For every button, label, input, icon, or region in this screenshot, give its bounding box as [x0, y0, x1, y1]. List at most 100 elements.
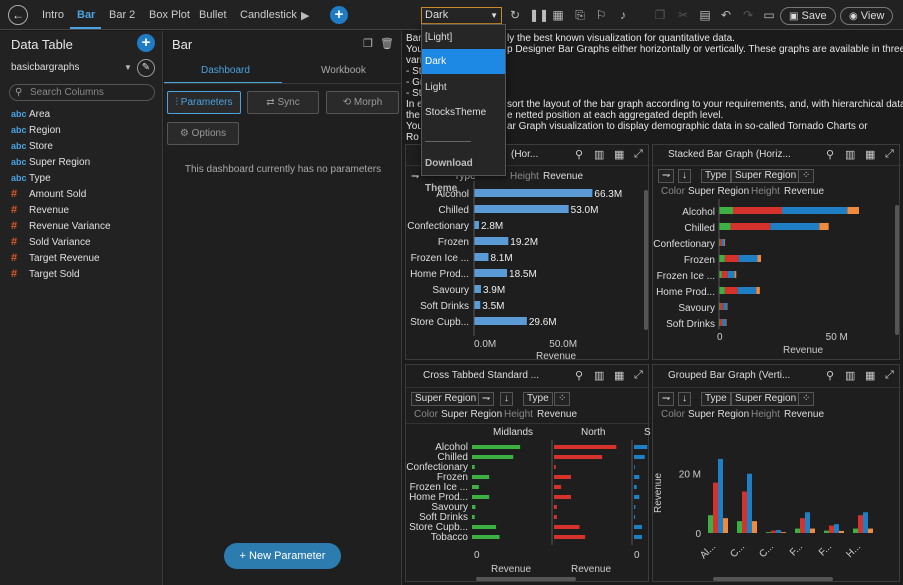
book-icon[interactable]: ▥	[594, 149, 605, 161]
scrollbar[interactable]	[476, 577, 576, 581]
scrollbar[interactable]	[895, 205, 899, 335]
column-item[interactable]: abc Area	[11, 107, 50, 121]
theme-option-stockstheme[interactable]: StocksTheme	[425, 107, 487, 118]
category-label: C...	[757, 541, 776, 560]
sort-desc-icon[interactable]: ↓	[678, 169, 691, 183]
tabs-scroll-right-icon[interactable]: ▶	[301, 10, 310, 22]
color-value[interactable]: Super Region	[441, 409, 503, 420]
add-dashboard-icon[interactable]: +	[330, 6, 348, 24]
bar	[752, 521, 757, 533]
redo-icon[interactable]: ↷	[742, 8, 754, 22]
table-icon[interactable]: ▦	[614, 370, 625, 382]
tab-bar[interactable]: Bar	[77, 9, 96, 21]
table-icon[interactable]: ▦	[865, 370, 876, 382]
bar-segment	[719, 303, 721, 310]
super-region-chip[interactable]: Super Region	[411, 392, 481, 406]
edit-icon[interactable]: ✎	[137, 59, 155, 77]
column-item[interactable]: # Revenue	[11, 203, 69, 217]
search-icon[interactable]: ⚲	[575, 149, 584, 161]
theme-option-dark[interactable]: Dark	[422, 49, 505, 74]
expand-icon[interactable]: ⤢	[885, 148, 894, 160]
column-item[interactable]: # Amount Sold	[11, 187, 86, 201]
bell-icon[interactable]: ♪	[620, 8, 626, 22]
height-value[interactable]: Revenue	[784, 186, 825, 197]
column-item[interactable]: abc Type	[11, 171, 51, 185]
height-value[interactable]: Revenue	[543, 171, 584, 182]
scrollbar[interactable]	[644, 190, 648, 330]
copy-icon[interactable]: ❐	[654, 8, 666, 22]
trash-icon[interactable]: 🗑	[380, 38, 394, 50]
scatter-icon[interactable]: ⁘	[554, 392, 571, 406]
expand-icon[interactable]: ⤢	[634, 148, 643, 160]
sort-icon[interactable]: ⇁	[411, 171, 420, 182]
expand-icon[interactable]: ⤢	[885, 369, 894, 381]
theme-option-light[interactable]: Light	[425, 82, 447, 93]
dataset-select[interactable]: basicbargraphs	[11, 62, 80, 73]
copy-icon[interactable]: ❐	[363, 38, 373, 50]
scrollbar[interactable]	[713, 577, 833, 581]
sort-desc-icon[interactable]: ↓	[678, 392, 691, 406]
column-item[interactable]: # Target Sold	[11, 267, 80, 281]
tab-workbook[interactable]: Workbook	[321, 65, 366, 76]
undo-icon[interactable]: ↶	[720, 8, 732, 22]
parameters-button[interactable]: ⫶ Parameters	[167, 91, 241, 114]
book-icon[interactable]: ▥	[845, 149, 856, 161]
column-item[interactable]: abc Super Region	[11, 155, 90, 169]
theme-select[interactable]: Dark ▼	[421, 7, 502, 24]
expand-icon[interactable]: ⤢	[634, 369, 643, 381]
back-arrow-icon[interactable]: ←	[8, 5, 28, 25]
search-input[interactable]: ⚲ Search Columns	[9, 84, 155, 101]
sort-icon[interactable]: ⇁	[658, 169, 675, 183]
comment-icon[interactable]: ▭	[763, 8, 775, 22]
cut-icon[interactable]: ✂	[677, 8, 689, 22]
table-icon[interactable]: ▦	[865, 149, 876, 161]
view-button[interactable]: ◉ View	[840, 7, 894, 25]
column-item[interactable]: # Target Revenue	[11, 251, 100, 265]
column-item[interactable]: abc Region	[11, 123, 61, 137]
bar	[474, 317, 527, 325]
column-item[interactable]: # Sold Variance	[11, 235, 91, 249]
column-item[interactable]: abc Store	[11, 139, 53, 153]
search-icon[interactable]: ⚲	[826, 370, 835, 382]
download-theme-option[interactable]: Download Theme	[425, 158, 473, 194]
tab-bullet[interactable]: Bullet	[199, 9, 227, 21]
pause-icon[interactable]: ❚❚	[529, 8, 550, 22]
type-value[interactable]: Super Region	[731, 392, 801, 406]
paste-icon[interactable]: ▤	[699, 8, 711, 22]
tab-candlestick[interactable]: Candlestick	[240, 9, 297, 21]
tab-intro[interactable]: Intro	[42, 9, 65, 21]
column-item[interactable]: # Revenue Variance	[11, 219, 111, 233]
height-value[interactable]: Revenue	[784, 409, 825, 420]
sync-button[interactable]: ⇄ Sync	[247, 91, 319, 114]
sort-desc-icon[interactable]: ↓	[500, 392, 513, 406]
export-icon[interactable]: ⎘	[575, 8, 585, 22]
scatter-icon[interactable]: ⁘	[798, 392, 815, 406]
sort-icon[interactable]: ⇁	[478, 392, 495, 406]
theme-option-light-bracket[interactable]: [Light]	[425, 32, 453, 43]
column-name: Amount Sold	[29, 189, 87, 200]
text-type-icon: abc	[11, 109, 27, 119]
book-icon[interactable]: ▥	[594, 370, 605, 382]
tab-bar-2[interactable]: Bar 2	[109, 9, 136, 21]
sort-icon[interactable]: ⇁	[658, 392, 675, 406]
new-parameter-button[interactable]: + New Parameter	[224, 543, 341, 569]
chevron-down-icon[interactable]: ▼	[124, 63, 132, 72]
bookmark-icon[interactable]: ⚐	[595, 8, 607, 22]
refresh-icon[interactable]: ↻	[509, 8, 521, 22]
type-value[interactable]: Super Region	[731, 169, 801, 183]
options-button[interactable]: ⚙ Options	[167, 122, 239, 145]
color-value[interactable]: Super Region	[688, 409, 750, 420]
tab-dashboard[interactable]: Dashboard	[201, 65, 250, 76]
search-icon[interactable]: ⚲	[826, 149, 835, 161]
add-data-icon[interactable]: +	[137, 34, 155, 52]
search-icon[interactable]: ⚲	[575, 370, 584, 382]
scatter-icon[interactable]: ⁘	[798, 169, 815, 183]
calendar-icon[interactable]: ▦	[552, 8, 564, 22]
color-value[interactable]: Super Region	[688, 186, 750, 197]
table-icon[interactable]: ▦	[614, 149, 625, 161]
height-value[interactable]: Revenue	[537, 409, 578, 420]
save-button[interactable]: ▣ Save	[780, 7, 836, 25]
tab-box-plot[interactable]: Box Plot	[149, 9, 190, 21]
morph-button[interactable]: ⟲ Morph	[326, 91, 399, 114]
book-icon[interactable]: ▥	[845, 370, 856, 382]
